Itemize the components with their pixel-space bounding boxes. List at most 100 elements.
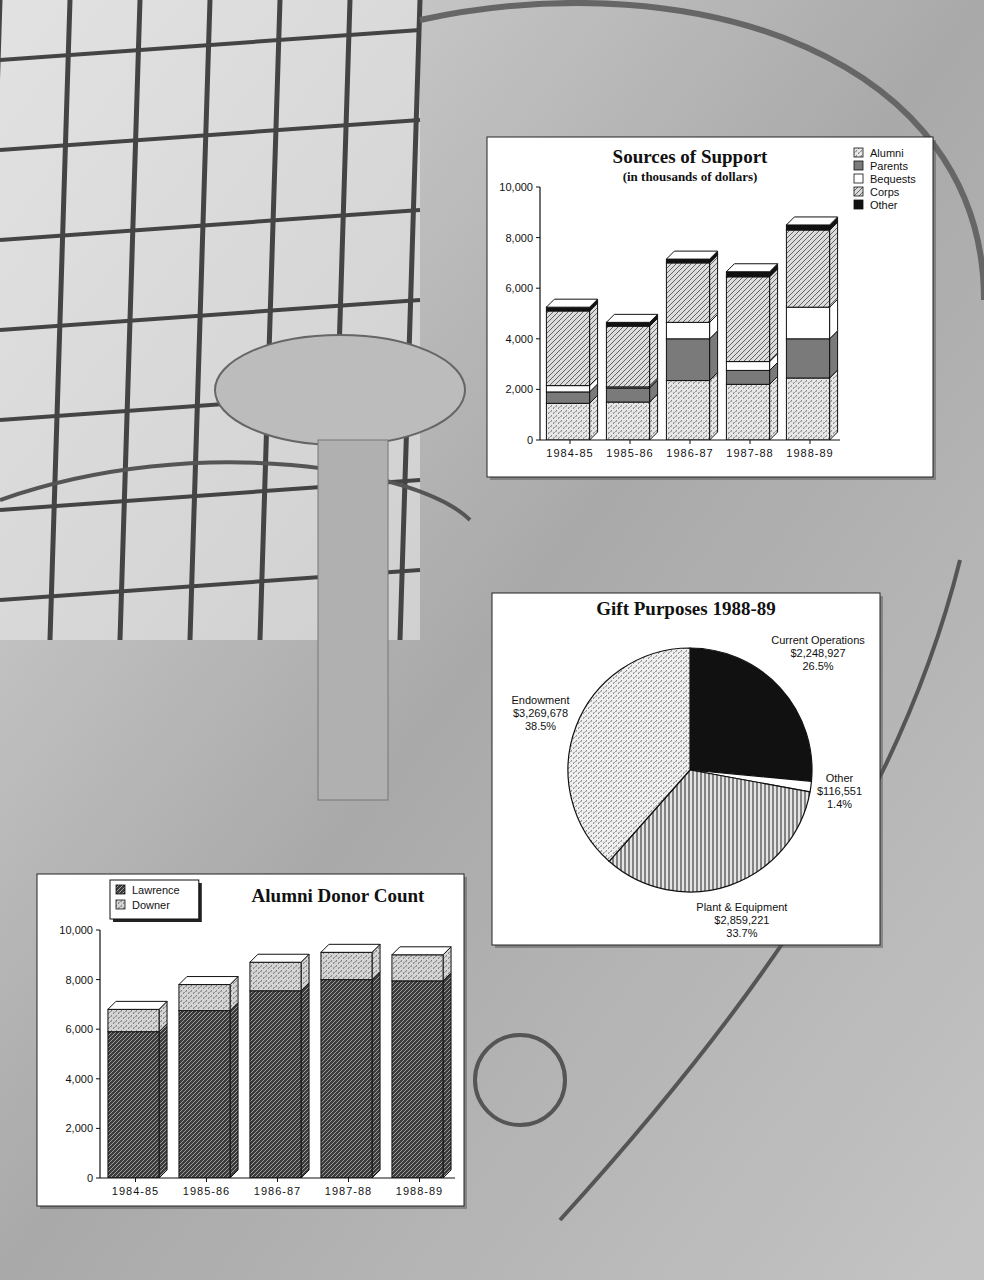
slice-label-text: $2,859,221: [714, 914, 769, 926]
bar-side: [710, 373, 718, 440]
bar-segment: [321, 952, 372, 979]
window-frame: [0, 30, 420, 60]
slice-label: Plant & Equipment$2,859,22133.7%: [696, 901, 787, 939]
bar-top: [179, 977, 238, 985]
bar-segment: [726, 272, 769, 277]
slice-label-text: Endowment: [511, 694, 569, 706]
legend-label: Lawrence: [132, 884, 180, 896]
legend-label: Other: [870, 199, 898, 211]
window-frame: [0, 120, 420, 150]
bar-top: [392, 947, 451, 955]
bar-segment: [726, 370, 769, 384]
rail-scroll: [475, 1035, 565, 1125]
bar-segment: [546, 311, 589, 386]
slice-label-text: 1.4%: [827, 798, 852, 810]
bar-top: [666, 251, 717, 259]
y-tick-label: 6,000: [65, 1023, 93, 1035]
bar-side: [650, 318, 658, 387]
slice-label-text: Other: [826, 772, 854, 784]
x-tick-label: 1984-85: [112, 1185, 159, 1197]
bar-segment: [786, 339, 829, 378]
bar-side: [710, 255, 718, 322]
window-frame: [400, 0, 420, 640]
y-tick-label: 0: [87, 1172, 93, 1184]
bar-segment: [606, 388, 649, 402]
bar-segment: [606, 322, 649, 326]
y-tick-label: 2,000: [505, 383, 533, 395]
y-tick-label: 10,000: [59, 924, 93, 936]
x-tick-label: 1987-88: [325, 1185, 372, 1197]
y-tick-label: 8,000: [505, 232, 533, 244]
slice-label-text: $3,269,678: [513, 707, 568, 719]
bar-segment: [250, 991, 301, 1178]
legend-label: Corps: [870, 186, 900, 198]
bar-segment: [546, 386, 589, 392]
panel-0: Sources of Support(in thousands of dolla…: [487, 137, 936, 480]
slice-label-text: 38.5%: [525, 720, 556, 732]
bar-segment: [546, 403, 589, 440]
background-fill: [0, 0, 984, 1280]
legend-label: Alumni: [870, 147, 904, 159]
window-frame: [50, 0, 70, 640]
slices: [568, 648, 812, 892]
chart-title: Gift Purposes 1988-89: [596, 598, 775, 619]
pie-slice: [690, 648, 812, 781]
bar-segment: [108, 1032, 159, 1178]
y-tick-label: 2,000: [65, 1122, 93, 1134]
table-top: [215, 335, 465, 445]
bar-segment: [606, 326, 649, 387]
bar-side: [230, 1003, 238, 1178]
bar-top: [726, 264, 777, 272]
x-tick-label: 1988-89: [786, 447, 833, 459]
x-tick-label: 1985-86: [183, 1185, 230, 1197]
x-tick-label: 1987-88: [726, 447, 773, 459]
bar-side: [770, 376, 778, 440]
legend: Lawrence Downer: [110, 880, 202, 922]
column: [318, 440, 388, 800]
y-tick-label: 6,000: [505, 282, 533, 294]
window-frame: [190, 0, 210, 640]
slice-label-text: Current Operations: [771, 634, 865, 646]
bar-segment: [392, 955, 443, 981]
legend-swatch: [854, 148, 863, 157]
bar-segment: [786, 307, 829, 339]
bar-segment: [666, 381, 709, 440]
bars: [108, 944, 451, 1178]
legend-swatch: [854, 174, 863, 183]
bar-side: [372, 972, 380, 1178]
bar-top: [546, 299, 597, 307]
y-tick-label: 4,000: [65, 1073, 93, 1085]
bar-segment: [250, 962, 301, 991]
bar-segment: [179, 1011, 230, 1178]
legend-swatch: [854, 161, 863, 170]
bar-side: [301, 983, 309, 1178]
bar-segment: [546, 392, 589, 403]
legend-frame: [110, 880, 199, 919]
stage: Sources of Support(in thousands of dolla…: [0, 0, 984, 1280]
x-tick-label: 1986-87: [254, 1185, 301, 1197]
panel-frame: [492, 593, 880, 945]
bar-segment: [726, 384, 769, 440]
y-tick-label: 10,000: [499, 181, 533, 193]
x-axis: [100, 1177, 455, 1178]
legend-swatch: [116, 885, 125, 894]
window-frame: [0, 210, 420, 240]
bar-segment: [392, 981, 443, 1178]
bar-top: [606, 314, 657, 322]
slice-label: Other$116,5511.4%: [817, 772, 862, 810]
bar-side: [830, 222, 838, 307]
bar-segment: [726, 362, 769, 371]
bar-top: [786, 217, 837, 225]
bar-top: [108, 1001, 167, 1009]
panel-frame: [37, 874, 464, 1206]
bar-segment: [108, 1009, 159, 1031]
y-tick-label: 0: [527, 434, 533, 446]
legend-label: Parents: [870, 160, 908, 172]
legend-label: Downer: [132, 899, 170, 911]
bar-segment: [666, 259, 709, 263]
legend-swatch: [854, 187, 863, 196]
window-frame: [0, 300, 420, 330]
slice-label-text: 33.7%: [726, 927, 757, 939]
bar-side: [443, 973, 451, 1178]
x-axis: [540, 439, 840, 440]
